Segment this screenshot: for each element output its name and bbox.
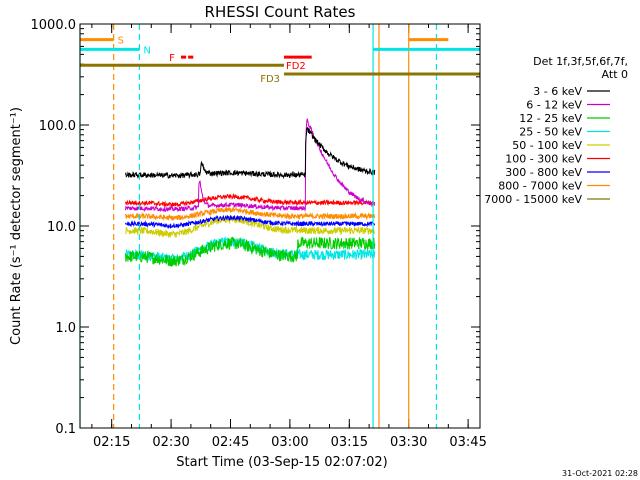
series-line [125,192,376,209]
legend-label: 100 - 300 keV [505,153,582,166]
y-tick-label: 100.0 [39,119,76,134]
y-axis-label: Count Rate (s⁻¹ detector segment⁻¹) [9,107,24,345]
legend-label: 3 - 6 keV [533,85,582,98]
y-tick-label: 0.1 [55,422,76,437]
y-tick-label: 10.0 [47,220,76,235]
flag-label: FD2 [286,61,306,72]
x-tick-label: 02:45 [212,435,249,450]
legend-label: 800 - 7000 keV [498,180,582,193]
series-line [125,236,376,267]
legend-header: Att 0 [602,68,628,81]
legend-label: 300 - 800 keV [505,166,582,179]
flag-label: N [143,45,150,56]
series-line [125,206,376,221]
series-line [125,214,376,230]
x-axis-label: Start Time (03-Sep-15 02:07:02) [176,455,387,470]
series-line [125,118,376,213]
x-tick-label: 02:30 [152,435,189,450]
legend-header: Det 1f,3f,5f,6f,7f, [533,55,628,68]
x-tick-label: 03:45 [449,435,486,450]
x-tick-label: 03:30 [390,435,427,450]
legend-label: 12 - 25 keV [519,112,582,125]
chart-title: RHESSI Count Rates [205,3,356,21]
flag-label: S [118,36,124,47]
x-tick-label: 03:15 [331,435,368,450]
plot-frame [79,23,481,429]
y-tick-label: 1.0 [55,321,76,336]
footer-timestamp: 31-Oct-2021 02:28 [562,469,638,478]
flag-label: FD3 [260,74,280,85]
series-line [125,213,375,238]
legend-label: 7000 - 15000 keV [484,193,582,206]
series-line [125,127,376,180]
x-tick-label: 03:00 [271,435,308,450]
legend-label: 25 - 50 keV [519,126,582,139]
legend-label: 6 - 12 keV [526,99,582,112]
y-tick-label: 1000.0 [31,18,77,33]
x-tick-label: 02:15 [93,435,130,450]
flag-label: F [169,53,175,64]
legend-label: 50 - 100 keV [512,139,582,152]
